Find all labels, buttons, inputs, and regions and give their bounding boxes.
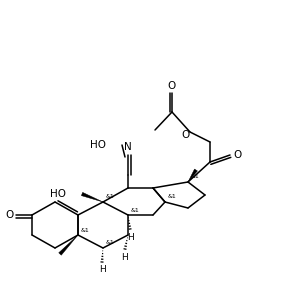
Text: O: O xyxy=(234,150,242,160)
Text: &1: &1 xyxy=(81,228,90,232)
Polygon shape xyxy=(59,235,78,255)
Text: &1: &1 xyxy=(106,194,115,200)
Text: HO: HO xyxy=(90,140,106,150)
Text: &1: &1 xyxy=(168,194,177,200)
Text: &1: &1 xyxy=(131,207,140,213)
Text: H: H xyxy=(99,266,105,274)
Polygon shape xyxy=(81,192,103,202)
Text: O: O xyxy=(181,130,189,140)
Text: H: H xyxy=(122,253,128,262)
Text: &1: &1 xyxy=(106,240,115,245)
Text: O: O xyxy=(6,210,14,220)
Text: N: N xyxy=(124,142,132,152)
Text: O: O xyxy=(168,81,176,91)
Polygon shape xyxy=(188,169,197,182)
Text: H: H xyxy=(127,232,133,242)
Text: &1: &1 xyxy=(191,175,200,179)
Text: HO: HO xyxy=(50,189,66,199)
